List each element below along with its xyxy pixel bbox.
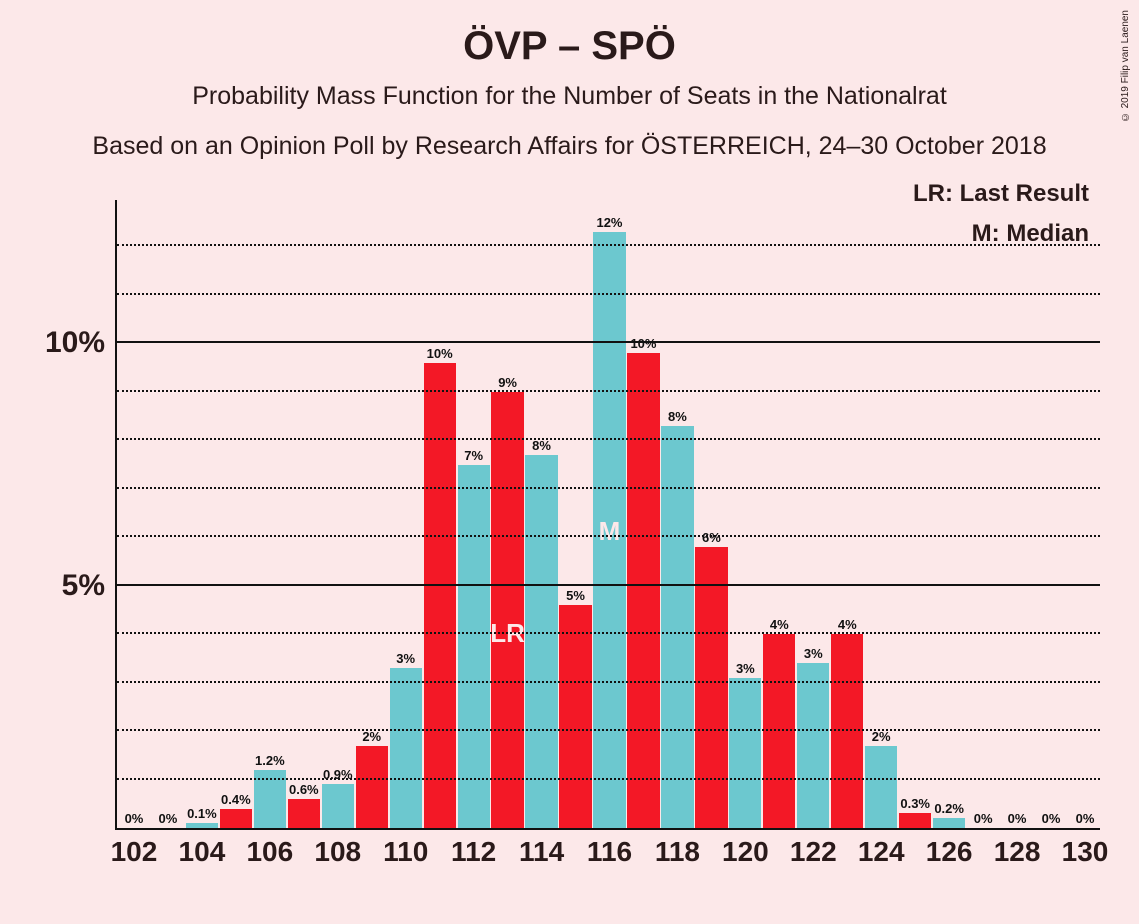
x-axis-tick-label: 114 <box>519 836 564 868</box>
median-marker: M <box>599 516 621 547</box>
bar-value-label: 10% <box>630 336 656 351</box>
x-axis-tick-label: 106 <box>246 836 293 868</box>
bar-value-label: 10% <box>427 346 453 361</box>
chart-subtitle-1: Probability Mass Function for the Number… <box>0 82 1139 111</box>
bar: 0.9% <box>322 784 354 828</box>
x-axis-tick-label: 120 <box>722 836 769 868</box>
gridline-dotted <box>117 778 1100 780</box>
bar-value-label: 0.6% <box>289 782 319 797</box>
bar-value-label: 9% <box>498 375 517 390</box>
bar: 7% <box>458 465 490 828</box>
bar-value-label: 4% <box>838 617 857 632</box>
bar: 3% <box>390 668 422 828</box>
bar: 3% <box>729 678 761 828</box>
bar: 0.1% <box>186 823 218 828</box>
bar: 0.4% <box>220 809 252 828</box>
copyright-text: © 2019 Filip van Laenen <box>1120 10 1131 122</box>
bar-value-label: 4% <box>770 617 789 632</box>
x-axis-tick-label: 110 <box>383 836 428 868</box>
bar-value-label: 12% <box>596 215 622 230</box>
x-axis-tick-label: 108 <box>314 836 361 868</box>
bar-value-label: 3% <box>804 646 823 661</box>
x-axis-tick-label: 112 <box>451 836 496 868</box>
bar-value-label: 3% <box>736 661 755 676</box>
bar: 8% <box>525 455 557 828</box>
bar: 12%M <box>593 232 625 828</box>
bar-value-label: 8% <box>668 409 687 424</box>
bar: 6% <box>695 547 727 828</box>
y-axis-tick-label: 5% <box>62 569 105 603</box>
bar-value-label: 0% <box>159 811 178 826</box>
bar-value-label: 1.2% <box>255 753 285 768</box>
x-axis-tick-label: 102 <box>111 836 158 868</box>
bar-value-label: 0.3% <box>900 796 930 811</box>
bar-value-label: 0% <box>1008 811 1027 826</box>
plot-area: 0%0%0.1%0.4%1.2%0.6%0.9%2%3%10%7%9%LR8%5… <box>115 200 1100 830</box>
bar: 10% <box>627 353 659 828</box>
bar-value-label: 0.9% <box>323 767 353 782</box>
x-axis-tick-label: 128 <box>994 836 1041 868</box>
gridline-solid <box>117 341 1100 343</box>
bar: 4% <box>831 634 863 828</box>
chart-subtitle-2: Based on an Opinion Poll by Research Aff… <box>0 132 1139 161</box>
y-axis-tick-label: 10% <box>45 326 105 360</box>
bar: 4% <box>763 634 795 828</box>
bar: 2% <box>865 746 897 828</box>
gridline-dotted <box>117 487 1100 489</box>
bar: 10% <box>424 363 456 828</box>
x-axis-tick-label: 124 <box>858 836 905 868</box>
bar: 0.6% <box>288 799 320 828</box>
x-axis-tick-label: 118 <box>655 836 700 868</box>
bar-value-label: 0% <box>974 811 993 826</box>
bar-value-label: 7% <box>464 448 483 463</box>
gridline-dotted <box>117 729 1100 731</box>
x-axis-tick-label: 116 <box>587 836 632 868</box>
x-axis-tick-label: 104 <box>179 836 226 868</box>
chart-title: ÖVP – SPÖ <box>0 24 1139 69</box>
bar-value-label: 0.1% <box>187 806 217 821</box>
bar: 0.3% <box>899 813 931 828</box>
bar: 3% <box>797 663 829 828</box>
x-axis-tick-label: 122 <box>790 836 837 868</box>
bar: 5% <box>559 605 591 828</box>
bar: 0.2% <box>933 818 965 828</box>
gridline-solid <box>117 584 1100 586</box>
chart-container: ÖVP – SPÖ Probability Mass Function for … <box>0 0 1139 924</box>
x-axis-tick-label: 126 <box>926 836 973 868</box>
bar-value-label: 0% <box>1042 811 1061 826</box>
bar-value-label: 5% <box>566 588 585 603</box>
bar-value-label: 0.2% <box>934 801 964 816</box>
gridline-dotted <box>117 681 1100 683</box>
gridline-dotted <box>117 244 1100 246</box>
bar-value-label: 0.4% <box>221 792 251 807</box>
bar-value-label: 0% <box>1076 811 1095 826</box>
gridline-dotted <box>117 293 1100 295</box>
bar: 2% <box>356 746 388 828</box>
gridline-dotted <box>117 535 1100 537</box>
gridline-dotted <box>117 390 1100 392</box>
gridline-dotted <box>117 438 1100 440</box>
gridline-dotted <box>117 632 1100 634</box>
bar: 9%LR <box>491 392 523 828</box>
bar-value-label: 0% <box>125 811 144 826</box>
bar-value-label: 6% <box>702 530 721 545</box>
x-axis-tick-label: 130 <box>1062 836 1109 868</box>
bar-value-label: 3% <box>396 651 415 666</box>
